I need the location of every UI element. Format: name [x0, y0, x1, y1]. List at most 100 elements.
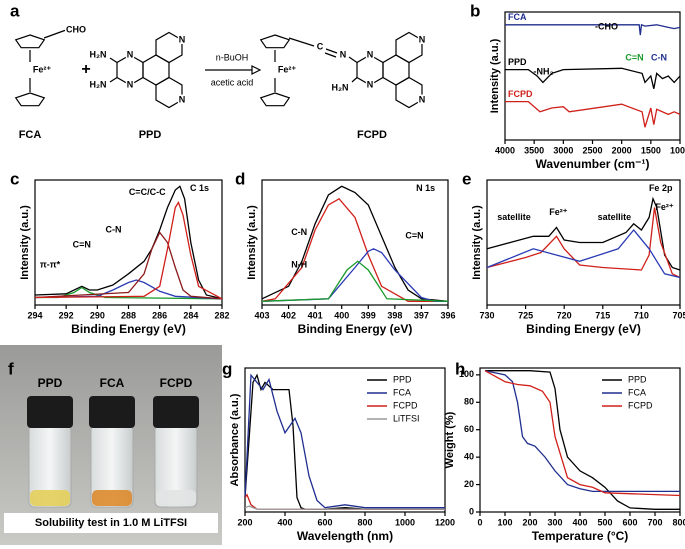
x-tick-label: 710	[634, 310, 649, 320]
annotation: C=N	[73, 239, 91, 249]
cyclopentadienyl-ring	[259, 34, 291, 49]
annotation: Fe 2p	[649, 183, 673, 193]
x-tick-label: 730	[479, 310, 494, 320]
series-label: PPD	[508, 57, 527, 67]
plot-frame	[479, 367, 681, 513]
x-tick-label: 200	[522, 517, 537, 527]
y-axis-label: Absorbance (a.u.)	[229, 393, 241, 486]
annotation: C 1s	[190, 183, 209, 193]
data-line	[34, 201, 223, 300]
bond	[288, 37, 315, 47]
annotation: C-N	[651, 52, 667, 62]
annotation: -NH₂	[534, 67, 554, 77]
data-line	[505, 23, 681, 36]
x-tick-label: 700	[647, 517, 662, 527]
x-tick-label: 294	[27, 310, 42, 320]
annotation: Fe²⁺	[655, 202, 674, 212]
atom-label: N	[419, 94, 426, 104]
y-axis-label: Intensity (a.u.)	[19, 205, 31, 280]
data-line	[261, 248, 448, 302]
x-tick-label: 400	[277, 517, 292, 527]
aromatic-ring	[155, 76, 183, 109]
data-line	[261, 260, 449, 302]
bond	[351, 77, 358, 83]
x-tick-label: 1500	[641, 145, 661, 155]
x-tick-label: 292	[59, 310, 74, 320]
data-line	[505, 67, 681, 89]
plot-frame	[486, 179, 681, 306]
condition: n-BuOH	[216, 52, 249, 62]
data-line	[505, 100, 681, 128]
x-axis-label: Binding Energy (eV)	[71, 322, 186, 336]
plot-frame	[34, 179, 223, 306]
x-tick-label: 300	[547, 517, 562, 527]
bond	[324, 52, 337, 58]
y-tick-label: 60	[464, 424, 474, 434]
arrow-head	[251, 65, 262, 75]
x-axis-label: Wavenumber (cm⁻¹)	[536, 157, 650, 171]
x-tick-label: 2000	[612, 145, 632, 155]
data-line	[261, 197, 448, 302]
panel-label: b	[470, 1, 480, 20]
x-tick-label: 284	[183, 310, 198, 320]
vial-label: PPD	[38, 376, 63, 390]
x-tick-label: 725	[518, 310, 533, 320]
legend-label: FCPD	[393, 400, 418, 410]
annotation: Fe²⁺	[549, 207, 568, 217]
annotation: -CHO	[595, 22, 618, 32]
panel-label: g	[222, 359, 232, 378]
series-label: FCA	[508, 12, 527, 22]
x-tick-label: 715	[595, 310, 610, 320]
x-tick-label: 600	[317, 517, 332, 527]
x-tick-label: 0	[477, 517, 482, 527]
compound-name: PPD	[139, 129, 162, 141]
x-tick-label: 200	[237, 517, 252, 527]
annotation: π-π*	[40, 259, 61, 269]
atom-label: N	[419, 34, 426, 44]
photo-caption: Solubility test in 1.0 M LiTFSI	[35, 517, 187, 529]
atom-label: Fe²⁺	[278, 64, 297, 74]
caption-box	[4, 513, 218, 533]
panel-label: e	[462, 169, 471, 188]
vial-cap	[27, 396, 73, 428]
x-tick-label: 800	[357, 517, 372, 527]
annotation: satellite	[497, 212, 531, 222]
annotation: N-H	[291, 259, 307, 269]
x-tick-label: 1000	[670, 145, 685, 155]
vial-cap	[153, 396, 199, 428]
atom-label: H₂N	[90, 49, 107, 59]
cyclopentadienyl-ring	[14, 34, 46, 49]
plot-frame	[261, 179, 449, 306]
x-tick-label: 500	[597, 517, 612, 527]
legend-label: FCA	[393, 387, 411, 397]
data-line	[485, 370, 680, 510]
x-axis-label: Binding Energy (eV)	[298, 322, 413, 336]
x-tick-label: 282	[214, 310, 229, 320]
vial-liquid	[92, 490, 132, 506]
x-tick-label: 286	[152, 310, 167, 320]
y-axis-label: Weight (%)	[444, 411, 456, 468]
cyclopentadienyl-ring	[14, 92, 46, 107]
y-tick-label: 0	[469, 506, 474, 516]
x-tick-label: 600	[622, 517, 637, 527]
atom-label: H₂N	[332, 82, 349, 92]
data-line	[244, 505, 445, 510]
data-line	[34, 231, 223, 300]
panel-label: h	[455, 359, 465, 378]
x-tick-label: 397	[414, 310, 429, 320]
y-tick-label: 80	[464, 397, 474, 407]
vial-label: FCA	[100, 376, 125, 390]
y-tick-label: 100	[459, 369, 474, 379]
series-label: FCPD	[508, 89, 533, 99]
x-axis-label: Temperature (°C)	[532, 529, 629, 543]
bond	[109, 76, 118, 83]
x-tick-label: 398	[387, 310, 402, 320]
atom-label: N	[340, 49, 347, 59]
x-tick-label: 400	[572, 517, 587, 527]
x-tick-label: 288	[121, 310, 136, 320]
vial-cap	[89, 396, 135, 428]
data-line	[484, 370, 681, 497]
y-axis-label: Intensity (a.u.)	[246, 205, 258, 280]
annotation: C=N	[405, 231, 423, 241]
